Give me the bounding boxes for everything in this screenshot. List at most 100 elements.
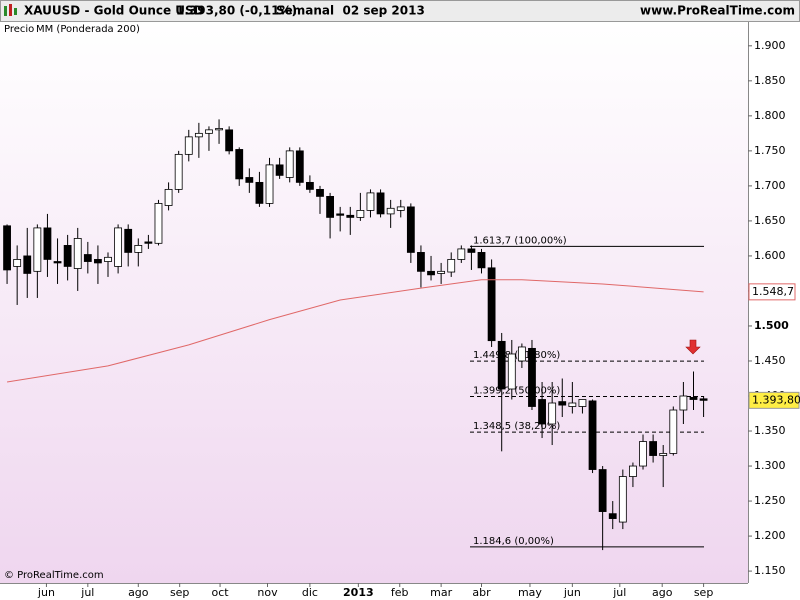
x-tick-label: may — [518, 586, 542, 599]
candle-body — [467, 248, 476, 253]
candle-body — [356, 210, 365, 218]
y-tick-label: 1.800 — [754, 109, 786, 122]
ma-last-box — [748, 283, 796, 301]
candle-body — [497, 340, 506, 390]
y-tick-label: 1.900 — [754, 39, 786, 52]
chart-title: XAUUSD - Gold Ounce USD — [24, 4, 204, 18]
candle-body — [578, 399, 587, 407]
period: Semanal 02 sep 2013 — [276, 4, 425, 18]
candle-body — [295, 150, 304, 183]
y-tick-label: 1.350 — [754, 424, 786, 437]
x-tick-label: dic — [302, 586, 318, 599]
fib-label: 1.399,2 (50,00%) — [473, 386, 560, 397]
y-tick-label: 1.650 — [754, 214, 786, 227]
last-price-label: 1.393,80 — [752, 393, 800, 406]
candle-body — [568, 402, 577, 407]
candle-body — [669, 409, 678, 454]
candle-body — [417, 252, 425, 272]
candle-body — [104, 256, 112, 262]
candle-body — [94, 259, 102, 264]
candle-body — [83, 254, 92, 262]
x-tick-label: feb — [391, 586, 409, 599]
y-tick-label: 1.150 — [754, 564, 786, 577]
candle-body — [366, 192, 375, 211]
annotation-arrow — [685, 339, 701, 355]
x-tick-label: ago — [128, 586, 149, 599]
candle-body — [679, 395, 688, 411]
candle-body — [316, 188, 324, 197]
x-tick-label: jun — [563, 586, 581, 599]
x-tick-label: oct — [212, 586, 230, 599]
quote: 1.393,80 (-0,11%) — [176, 4, 297, 18]
candle-body — [73, 238, 82, 269]
candle-body — [336, 213, 345, 216]
plot-background — [0, 22, 748, 583]
candle-body — [649, 441, 658, 456]
x-tick-label: jul — [612, 586, 626, 599]
candle-body — [134, 245, 143, 253]
ma-line — [6, 279, 704, 383]
y-tick-label: 1.850 — [754, 74, 786, 87]
candle-body — [63, 245, 72, 267]
x-tick-label: 2013 — [343, 586, 374, 599]
candle-body — [639, 441, 647, 467]
candle-body — [265, 164, 274, 204]
x-tick-label: nov — [257, 586, 278, 599]
fib-label: 1.184,6 (0,00%) — [473, 536, 554, 547]
candle-body — [255, 181, 264, 204]
y-tick-label: 1.500 — [754, 319, 789, 332]
logo — [4, 4, 17, 16]
candle-body — [23, 255, 32, 274]
fib-label: 1.613,7 (100,00%) — [473, 235, 567, 246]
candle-body — [33, 227, 42, 272]
y-tick-label: 1.200 — [754, 529, 786, 542]
candle-body — [517, 346, 526, 362]
candle-body — [699, 398, 708, 401]
candle-body — [659, 453, 668, 456]
candle-body — [326, 195, 334, 218]
candle-body — [184, 136, 193, 155]
candle-body — [43, 227, 52, 260]
candle-body — [225, 129, 234, 152]
fib-label: 1.449,8 (61,80%) — [473, 350, 560, 361]
candle-body — [406, 206, 415, 253]
candle-body — [427, 270, 435, 276]
candle-body — [608, 513, 617, 519]
candle-body — [124, 228, 133, 253]
candle-body — [275, 164, 284, 176]
candle-body — [447, 259, 456, 273]
fib-label: 1.348,5 (38,20%) — [473, 421, 560, 432]
candle-body — [174, 153, 183, 190]
candle-body — [598, 469, 607, 512]
y-tick-label: 1.700 — [754, 179, 786, 192]
candle-body — [457, 248, 466, 260]
candle-body — [205, 129, 213, 134]
candle-body — [689, 397, 698, 400]
candle-body — [588, 400, 597, 470]
x-tick-label: abr — [472, 586, 491, 599]
candle-body — [164, 188, 173, 206]
candle-body — [528, 347, 536, 407]
candle-body — [477, 252, 486, 269]
x-tick-label: mar — [430, 586, 452, 599]
candle-body — [507, 353, 516, 390]
y-tick-label: 1.300 — [754, 459, 786, 472]
candle-body — [376, 192, 385, 215]
candle-body — [235, 149, 244, 180]
legend-ma: MM (Ponderada 200) — [36, 24, 140, 35]
candle-body — [144, 241, 153, 244]
candle-body — [386, 207, 395, 215]
y-tick-label: 1.250 — [754, 494, 786, 507]
legend-price: Precio — [4, 24, 34, 35]
candle-body — [396, 206, 405, 211]
candle-body — [558, 401, 567, 406]
candle-body — [215, 128, 223, 131]
candle-body — [114, 227, 123, 267]
candle-body — [53, 261, 62, 264]
source: www.ProRealTime.com — [640, 4, 795, 18]
copyright: © ProRealTime.com — [4, 570, 104, 581]
x-tick-label: jul — [80, 586, 94, 599]
last-price-box — [748, 391, 800, 409]
candle-body — [245, 177, 254, 183]
